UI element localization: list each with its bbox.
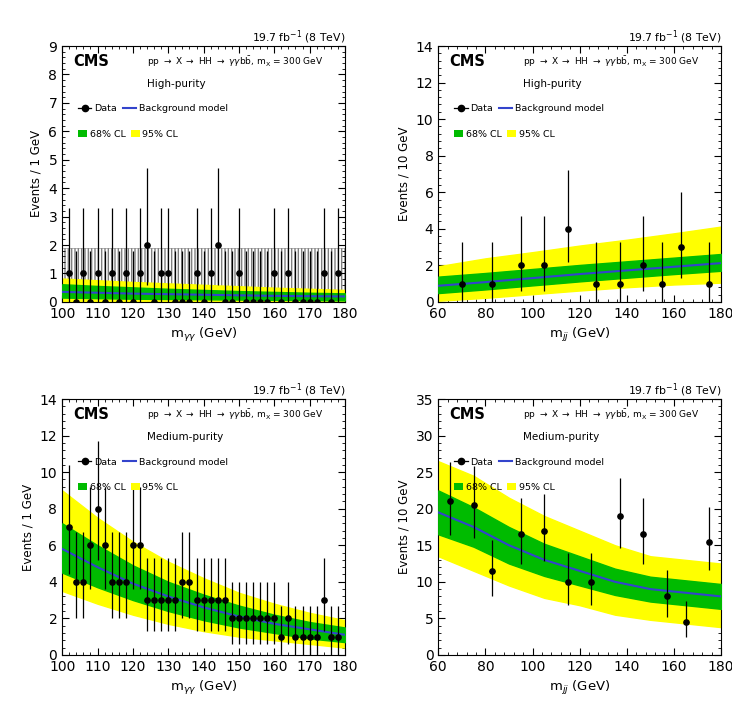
Text: Medium-purity: Medium-purity: [523, 433, 600, 442]
Text: pp $\rightarrow$ X $\rightarrow$ HH $\rightarrow$ $\gamma\gamma$b$\bar{\mathrm{b: pp $\rightarrow$ X $\rightarrow$ HH $\ri…: [147, 54, 324, 69]
Legend: 68% CL, 95% CL: 68% CL, 95% CL: [78, 483, 179, 492]
Text: pp $\rightarrow$ X $\rightarrow$ HH $\rightarrow$ $\gamma\gamma$b$\bar{\mathrm{b: pp $\rightarrow$ X $\rightarrow$ HH $\ri…: [523, 54, 700, 69]
Text: CMS: CMS: [449, 406, 485, 422]
X-axis label: m$_{\gamma\gamma}$ (GeV): m$_{\gamma\gamma}$ (GeV): [170, 326, 237, 344]
Text: pp $\rightarrow$ X $\rightarrow$ HH $\rightarrow$ $\gamma\gamma$b$\bar{\mathrm{b: pp $\rightarrow$ X $\rightarrow$ HH $\ri…: [147, 406, 324, 422]
Text: High-purity: High-purity: [147, 79, 206, 89]
Text: 19.7 fb$^{-1}$ (8 TeV): 19.7 fb$^{-1}$ (8 TeV): [628, 382, 721, 399]
Text: 19.7 fb$^{-1}$ (8 TeV): 19.7 fb$^{-1}$ (8 TeV): [252, 28, 345, 46]
X-axis label: m$_{\gamma\gamma}$ (GeV): m$_{\gamma\gamma}$ (GeV): [170, 679, 237, 697]
Text: High-purity: High-purity: [523, 79, 582, 89]
Legend: 68% CL, 95% CL: 68% CL, 95% CL: [455, 483, 554, 492]
Text: 19.7 fb$^{-1}$ (8 TeV): 19.7 fb$^{-1}$ (8 TeV): [252, 382, 345, 399]
Legend: 68% CL, 95% CL: 68% CL, 95% CL: [455, 130, 554, 139]
Y-axis label: Events / 1 GeV: Events / 1 GeV: [21, 484, 34, 571]
Text: CMS: CMS: [449, 54, 485, 69]
Y-axis label: Events / 10 GeV: Events / 10 GeV: [397, 480, 410, 574]
Y-axis label: Events / 10 GeV: Events / 10 GeV: [397, 127, 410, 221]
Text: Medium-purity: Medium-purity: [147, 433, 223, 442]
Y-axis label: Events / 1 GeV: Events / 1 GeV: [30, 130, 43, 217]
Text: pp $\rightarrow$ X $\rightarrow$ HH $\rightarrow$ $\gamma\gamma$b$\bar{\mathrm{b: pp $\rightarrow$ X $\rightarrow$ HH $\ri…: [523, 406, 700, 422]
Text: CMS: CMS: [73, 406, 109, 422]
X-axis label: m$_{jj}$ (GeV): m$_{jj}$ (GeV): [549, 679, 610, 697]
Text: 19.7 fb$^{-1}$ (8 TeV): 19.7 fb$^{-1}$ (8 TeV): [628, 28, 721, 46]
Text: CMS: CMS: [73, 54, 109, 69]
X-axis label: m$_{jj}$ (GeV): m$_{jj}$ (GeV): [549, 326, 610, 344]
Legend: 68% CL, 95% CL: 68% CL, 95% CL: [78, 130, 179, 139]
